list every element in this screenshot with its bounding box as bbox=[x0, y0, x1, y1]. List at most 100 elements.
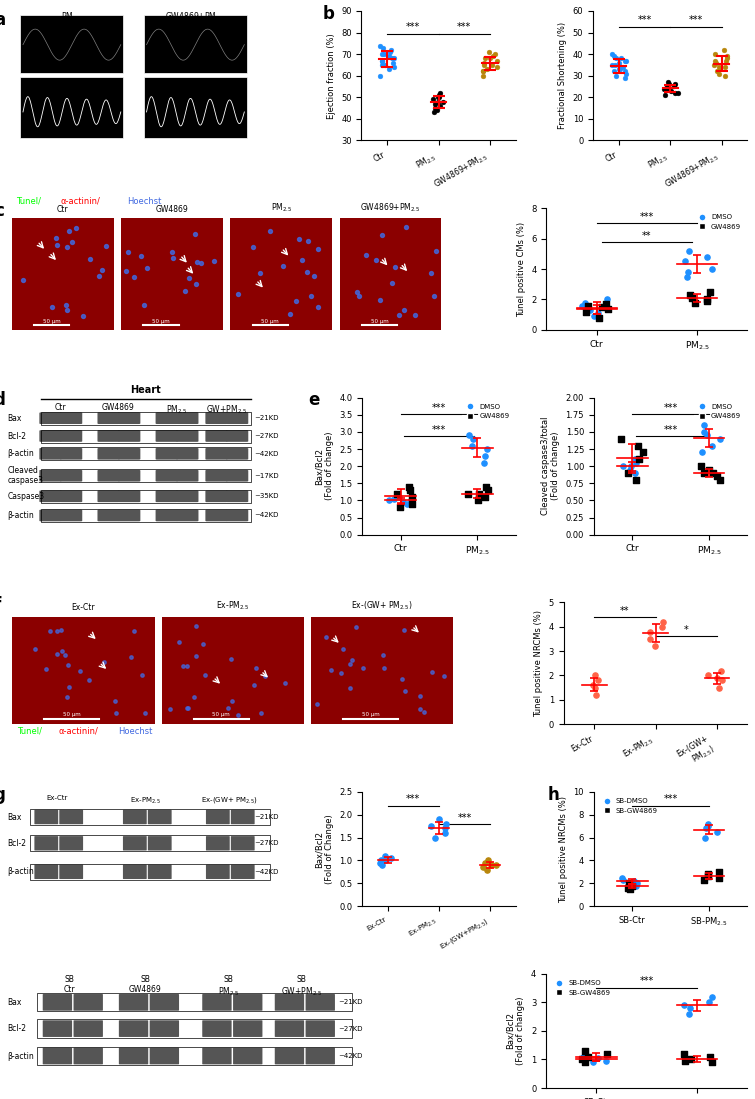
Point bbox=[710, 669, 723, 687]
Y-axis label: Bax/Bcl2
(Fold of change): Bax/Bcl2 (Fold of change) bbox=[506, 997, 525, 1065]
Point bbox=[17, 271, 29, 289]
Text: ***: *** bbox=[664, 402, 678, 413]
Point bbox=[596, 298, 608, 315]
Point bbox=[385, 850, 397, 867]
Point bbox=[264, 222, 276, 240]
Point bbox=[701, 292, 713, 310]
Bar bbox=[41, 412, 251, 424]
Legend: DMSO, GW4869: DMSO, GW4869 bbox=[692, 212, 744, 233]
Point bbox=[702, 815, 714, 833]
Point bbox=[351, 282, 363, 300]
Point bbox=[711, 823, 723, 841]
Point bbox=[405, 488, 418, 506]
FancyBboxPatch shape bbox=[39, 490, 61, 502]
FancyBboxPatch shape bbox=[60, 510, 82, 521]
Point bbox=[672, 85, 684, 102]
Bar bbox=[41, 447, 251, 460]
Point bbox=[615, 60, 627, 78]
Point bbox=[488, 45, 501, 63]
Text: Ex-Ctr: Ex-Ctr bbox=[47, 796, 68, 801]
Y-axis label: Tunel positive NRCMs (%): Tunel positive NRCMs (%) bbox=[534, 610, 543, 717]
Point bbox=[481, 60, 493, 78]
Point bbox=[677, 1045, 689, 1063]
FancyBboxPatch shape bbox=[73, 1020, 103, 1037]
Point bbox=[587, 1054, 599, 1072]
Point bbox=[682, 264, 694, 281]
Point bbox=[702, 818, 714, 835]
Point bbox=[683, 242, 695, 259]
Point bbox=[370, 252, 382, 269]
Text: SB
GW+PM$_{2.5}$: SB GW+PM$_{2.5}$ bbox=[281, 975, 322, 998]
Point bbox=[683, 1004, 695, 1022]
Point bbox=[575, 1051, 587, 1068]
Point bbox=[590, 686, 602, 703]
FancyBboxPatch shape bbox=[156, 470, 177, 481]
Point bbox=[599, 1052, 612, 1069]
Point bbox=[279, 674, 291, 691]
FancyBboxPatch shape bbox=[231, 810, 254, 824]
Text: ***: *** bbox=[664, 795, 678, 804]
Point bbox=[84, 251, 96, 268]
Point bbox=[706, 1054, 718, 1072]
Point bbox=[644, 623, 656, 641]
FancyBboxPatch shape bbox=[43, 1020, 72, 1037]
Text: 50 μm: 50 μm bbox=[153, 319, 170, 323]
Bar bbox=[41, 430, 251, 443]
Point bbox=[698, 417, 710, 434]
FancyBboxPatch shape bbox=[97, 448, 119, 459]
Point bbox=[100, 237, 112, 255]
Point bbox=[164, 700, 176, 718]
Y-axis label: Bax/Bcl2
(Fold of change): Bax/Bcl2 (Fold of change) bbox=[314, 432, 334, 500]
Point bbox=[600, 296, 612, 313]
Point bbox=[393, 488, 405, 506]
Point bbox=[584, 301, 596, 319]
Point bbox=[388, 49, 400, 67]
Text: Hoechst: Hoechst bbox=[127, 197, 162, 206]
FancyBboxPatch shape bbox=[149, 1047, 179, 1064]
Point bbox=[376, 856, 388, 874]
Point bbox=[711, 63, 723, 80]
Point bbox=[44, 622, 56, 640]
FancyBboxPatch shape bbox=[156, 490, 177, 502]
Point bbox=[632, 436, 644, 454]
Point bbox=[222, 699, 234, 717]
Point bbox=[305, 287, 317, 304]
FancyBboxPatch shape bbox=[60, 836, 83, 851]
Point bbox=[199, 667, 211, 685]
Text: Bcl-2: Bcl-2 bbox=[8, 1024, 26, 1033]
Point bbox=[248, 677, 260, 695]
Y-axis label: Ejection fraction (%): Ejection fraction (%) bbox=[326, 33, 335, 119]
Point bbox=[624, 460, 636, 478]
FancyBboxPatch shape bbox=[97, 470, 119, 481]
Point bbox=[716, 671, 728, 689]
FancyBboxPatch shape bbox=[156, 510, 177, 521]
FancyBboxPatch shape bbox=[60, 430, 82, 442]
Point bbox=[487, 47, 499, 65]
Text: f: f bbox=[0, 597, 1, 614]
Point bbox=[427, 287, 439, 304]
Point bbox=[375, 852, 387, 869]
Text: 50 μm: 50 μm bbox=[362, 712, 380, 717]
Point bbox=[685, 1051, 697, 1068]
Point bbox=[399, 682, 411, 700]
Point bbox=[83, 671, 95, 689]
Point bbox=[63, 223, 76, 241]
Point bbox=[166, 244, 178, 262]
FancyBboxPatch shape bbox=[156, 430, 177, 442]
Point bbox=[401, 495, 413, 512]
Bar bbox=[20, 77, 123, 137]
Point bbox=[350, 618, 362, 635]
Text: 50 μm: 50 μm bbox=[261, 319, 279, 323]
Point bbox=[473, 485, 485, 502]
Point bbox=[62, 656, 74, 674]
Point bbox=[625, 457, 637, 475]
Text: **: ** bbox=[620, 606, 630, 615]
Point bbox=[689, 293, 701, 311]
Text: ~27KD: ~27KD bbox=[254, 841, 279, 846]
Text: d: d bbox=[0, 391, 5, 409]
Point bbox=[720, 52, 732, 69]
Point bbox=[97, 653, 109, 670]
Text: ***: *** bbox=[637, 15, 652, 25]
Text: PM$_{2.5}$: PM$_{2.5}$ bbox=[271, 202, 292, 214]
Point bbox=[713, 679, 726, 697]
